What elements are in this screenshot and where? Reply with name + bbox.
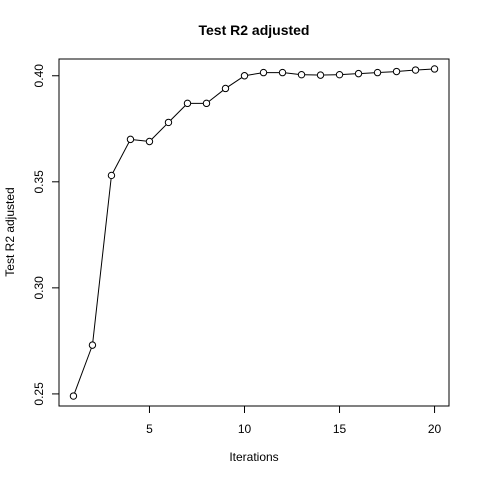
data-point — [107, 171, 116, 180]
data-point — [202, 99, 211, 108]
plot-frame — [58, 58, 450, 407]
data-point — [221, 84, 230, 93]
data-point — [183, 99, 192, 108]
data-point — [354, 69, 363, 78]
x-tick-label: 15 — [333, 422, 347, 436]
data-points — [69, 65, 439, 400]
series-line — [74, 68, 432, 394]
data-point — [164, 118, 173, 127]
data-point — [278, 68, 287, 77]
data-point — [335, 70, 344, 79]
data-point — [145, 137, 154, 146]
data-point — [240, 72, 249, 80]
x-axis-label: Iterations — [229, 450, 278, 464]
x-axis: 5 10 15 20 — [146, 406, 442, 436]
data-point — [88, 341, 97, 349]
y-tick-label: 0.30 — [32, 276, 46, 300]
data-point — [373, 68, 382, 77]
data-point — [430, 65, 439, 73]
y-tick-label: 0.25 — [32, 382, 46, 406]
y-tick-label: 0.35 — [32, 170, 46, 194]
data-point — [297, 70, 306, 79]
data-point — [316, 71, 325, 79]
x-tick-label: 5 — [146, 422, 153, 436]
chart-title: Test R2 adjusted — [199, 22, 310, 38]
y-axis-label: Test R2 adjusted — [3, 187, 17, 276]
data-point — [126, 135, 135, 144]
data-point — [392, 67, 401, 76]
y-axis: 0.25 0.30 0.35 0.40 — [32, 64, 59, 406]
data-point — [69, 392, 78, 400]
data-point — [411, 66, 420, 74]
x-tick-label: 20 — [428, 422, 442, 436]
data-point — [259, 68, 268, 77]
x-tick-label: 10 — [238, 422, 252, 436]
y-tick-label: 0.40 — [32, 64, 46, 88]
